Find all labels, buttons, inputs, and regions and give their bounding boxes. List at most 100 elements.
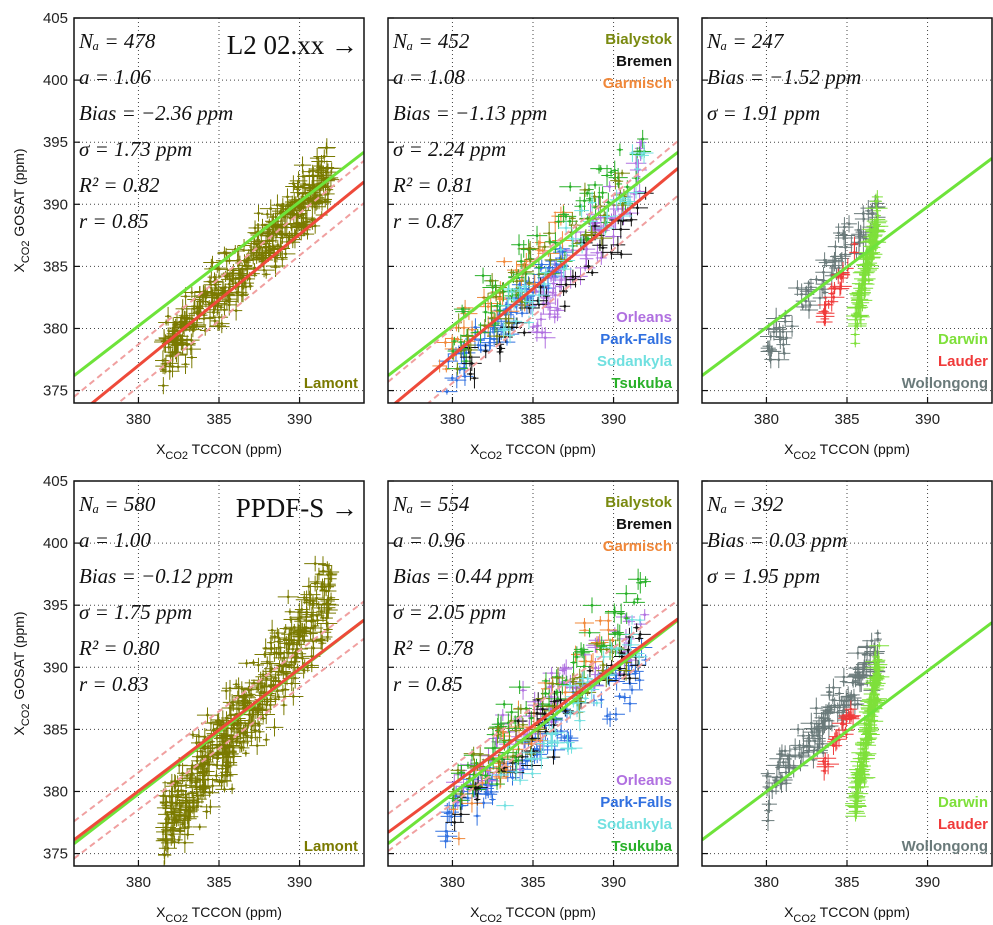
data-point bbox=[860, 691, 881, 711]
data-point bbox=[196, 707, 219, 723]
scatter-points bbox=[155, 555, 340, 866]
data-point bbox=[550, 738, 565, 748]
site-label-wollongong: Wollongong bbox=[902, 838, 988, 855]
data-point bbox=[590, 634, 609, 651]
data-point bbox=[165, 355, 180, 378]
data-point bbox=[606, 707, 625, 722]
data-point bbox=[871, 190, 883, 204]
data-point bbox=[159, 831, 174, 848]
x-tick-label: 380 bbox=[440, 411, 465, 428]
data-point bbox=[815, 726, 822, 736]
fit-lines bbox=[74, 600, 364, 860]
data-point bbox=[260, 656, 274, 668]
fit-lines bbox=[74, 150, 364, 403]
data-point bbox=[221, 679, 239, 697]
data-point bbox=[200, 799, 221, 815]
stat-r: r = 0.85 bbox=[393, 672, 463, 696]
site-label-garmisch: Garmisch bbox=[603, 538, 672, 555]
stat-r: r = 0.85 bbox=[79, 209, 149, 233]
data-point bbox=[234, 677, 244, 697]
data-point bbox=[809, 275, 824, 284]
data-point bbox=[597, 186, 608, 200]
data-point bbox=[636, 138, 647, 147]
fit-lines bbox=[702, 157, 992, 377]
y-tick-label: 395 bbox=[43, 597, 68, 614]
data-point bbox=[320, 596, 336, 619]
data-point bbox=[547, 679, 559, 688]
data-point bbox=[253, 204, 264, 222]
data-point bbox=[277, 589, 299, 605]
data-point bbox=[468, 776, 488, 798]
data-point bbox=[817, 754, 840, 775]
x-tick-label: 390 bbox=[601, 411, 626, 428]
data-point bbox=[864, 740, 872, 749]
stat-a: a = 1.06 bbox=[79, 65, 151, 89]
data-point bbox=[609, 205, 627, 213]
data-point bbox=[300, 228, 315, 240]
data-point bbox=[841, 690, 855, 702]
data-point bbox=[271, 194, 284, 216]
fit-lines bbox=[702, 621, 992, 842]
data-point bbox=[254, 721, 265, 743]
data-point bbox=[574, 196, 586, 216]
y-tick-label: 390 bbox=[43, 659, 68, 676]
y-axis-label: XCO2 GOSAT (ppm) bbox=[11, 148, 32, 272]
y-tick-label: 400 bbox=[43, 535, 68, 552]
data-point bbox=[437, 830, 458, 843]
data-point bbox=[287, 645, 307, 663]
data-point bbox=[529, 296, 537, 317]
data-point bbox=[324, 568, 337, 589]
data-point bbox=[258, 697, 277, 706]
data-point bbox=[637, 129, 649, 149]
data-point bbox=[541, 672, 551, 690]
fit-lines bbox=[388, 599, 678, 852]
data-point bbox=[252, 720, 264, 728]
data-point bbox=[277, 250, 288, 268]
fit-line-green bbox=[74, 150, 364, 377]
data-point bbox=[571, 645, 581, 664]
y-tick-label: 385 bbox=[43, 721, 68, 738]
data-point bbox=[556, 733, 573, 742]
data-point bbox=[215, 786, 234, 793]
data-point bbox=[189, 791, 207, 807]
data-point bbox=[445, 813, 464, 832]
data-point bbox=[640, 576, 652, 587]
data-point bbox=[582, 673, 593, 684]
data-point bbox=[854, 676, 868, 692]
x-tick-label: 390 bbox=[287, 874, 312, 891]
data-point bbox=[451, 336, 458, 346]
stat-bias: Bias = 0.44 ppm bbox=[393, 564, 533, 588]
site-label-bialystok: Bialystok bbox=[605, 494, 672, 511]
data-point bbox=[217, 246, 232, 259]
data-point bbox=[841, 690, 851, 712]
algorithm-label: PPDF-S → bbox=[236, 493, 358, 523]
stat-r2: R² = 0.82 bbox=[78, 173, 160, 197]
data-point bbox=[610, 249, 633, 259]
data-point bbox=[833, 223, 845, 243]
x-axis-label: XCO2 TCCON (ppm) bbox=[784, 904, 910, 925]
data-point bbox=[257, 704, 276, 725]
y-tick-label: 395 bbox=[43, 134, 68, 151]
data-point bbox=[610, 171, 621, 190]
data-point bbox=[760, 340, 776, 356]
data-point bbox=[838, 236, 853, 258]
data-point bbox=[818, 258, 834, 267]
data-point bbox=[560, 742, 583, 754]
data-point bbox=[474, 793, 481, 806]
stat-nc: Nₐ = 554 bbox=[392, 492, 470, 516]
data-point bbox=[513, 704, 529, 714]
data-point bbox=[255, 241, 276, 255]
x-axis-label: XCO2 TCCON (ppm) bbox=[156, 441, 282, 462]
data-point bbox=[869, 193, 882, 209]
data-point bbox=[262, 733, 270, 747]
data-point bbox=[222, 768, 238, 781]
data-point bbox=[849, 708, 857, 728]
x-axis-label: XCO2 TCCON (ppm) bbox=[470, 441, 596, 462]
site-label-wollongong: Wollongong bbox=[902, 375, 988, 392]
fit-line-red bbox=[388, 617, 678, 834]
site-label-sodankyla: Sodankyla bbox=[597, 816, 673, 833]
data-point bbox=[854, 234, 864, 252]
data-point bbox=[634, 158, 641, 181]
data-point bbox=[310, 575, 320, 592]
data-point bbox=[309, 610, 325, 621]
